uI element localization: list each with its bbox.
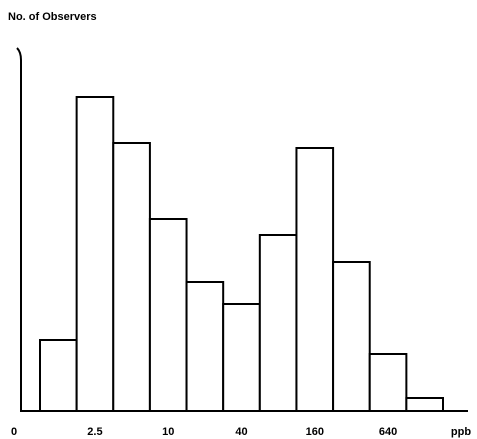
x-tick-label: 640 xyxy=(379,426,397,438)
bar xyxy=(148,218,188,412)
x-axis-label: ppb xyxy=(451,426,471,438)
bar xyxy=(258,234,298,412)
bar xyxy=(222,303,261,412)
bar xyxy=(295,147,335,412)
axes xyxy=(16,47,468,412)
x-tick-label: 2.5 xyxy=(87,426,102,438)
x-tick-label: 40 xyxy=(235,426,247,438)
bar xyxy=(185,281,225,412)
bar xyxy=(368,353,408,412)
y-axis-label: No. of Observers xyxy=(8,11,97,23)
bar xyxy=(75,96,115,412)
bar xyxy=(112,142,151,412)
x-tick-label: 10 xyxy=(162,426,174,438)
bar xyxy=(405,397,445,412)
x-origin-label: 0 xyxy=(11,426,17,438)
x-tick-label: 160 xyxy=(306,426,324,438)
bar xyxy=(39,339,78,412)
bar xyxy=(332,261,371,412)
